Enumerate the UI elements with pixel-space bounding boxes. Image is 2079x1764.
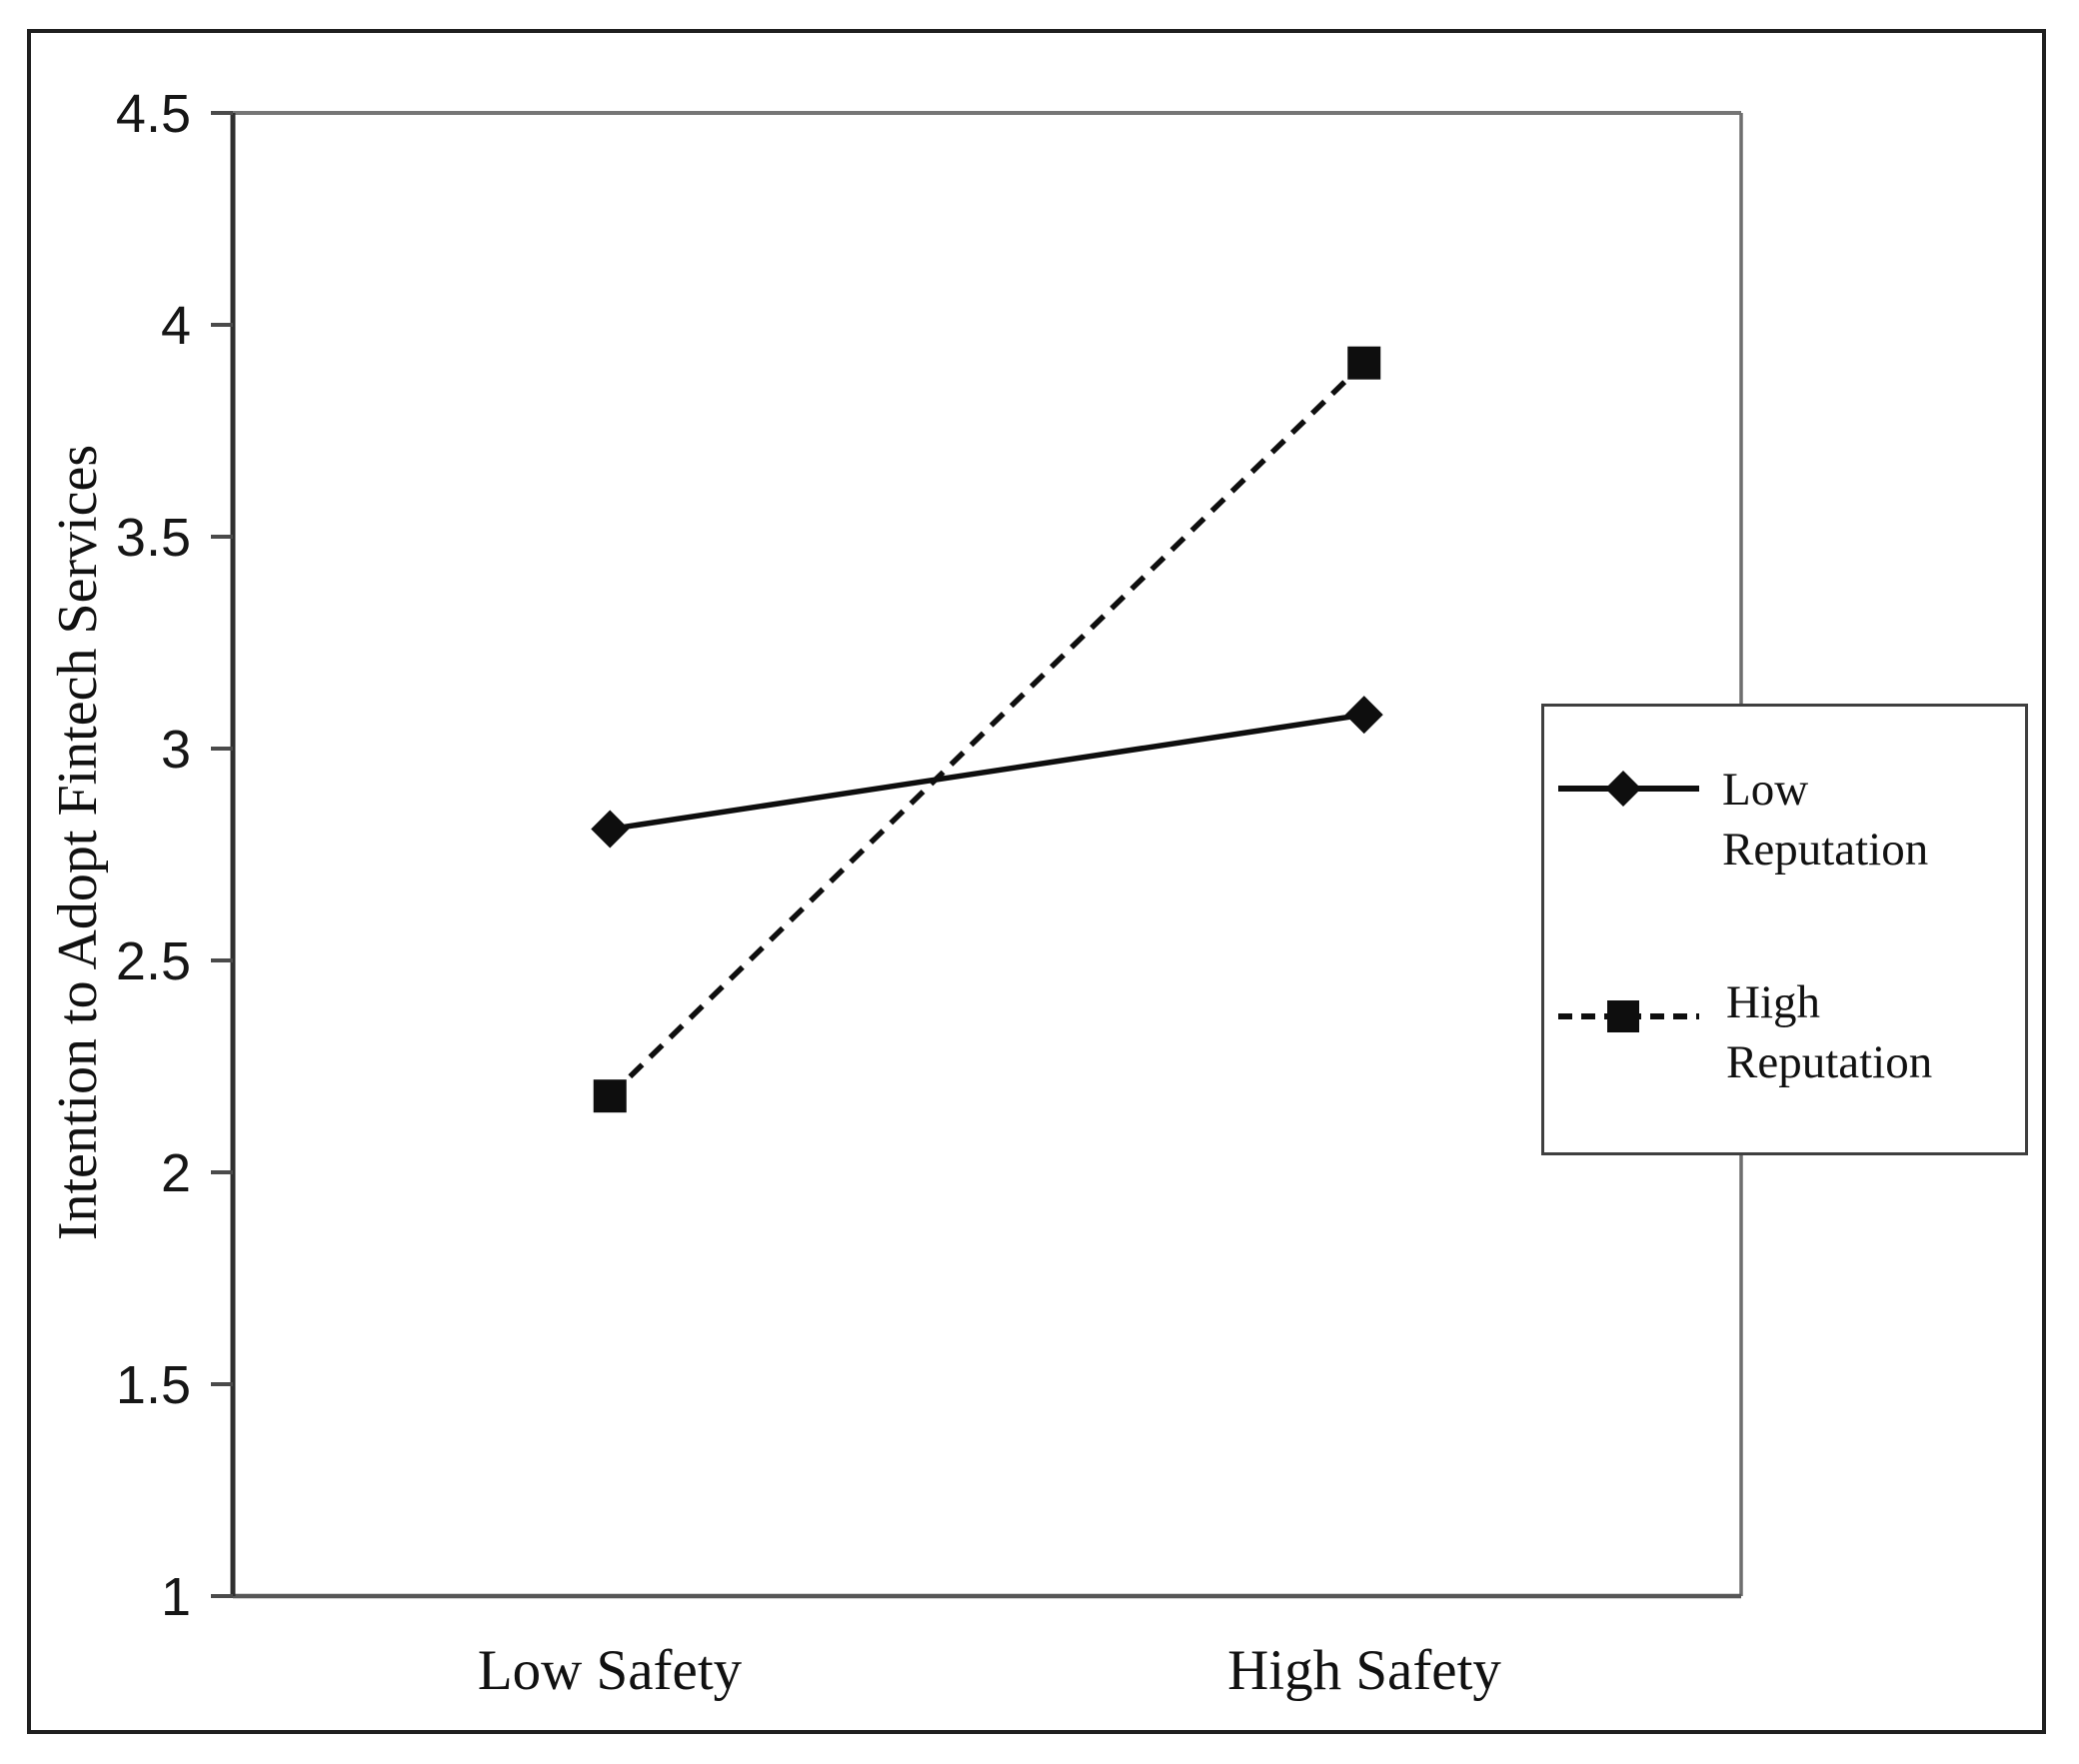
series-marker-high-reputation [593, 1079, 627, 1113]
legend-marker-low-reputation [1605, 771, 1641, 807]
y-tick-label: 1 [161, 1567, 191, 1627]
legend: Low Reputation High Reputation [1541, 704, 2028, 1155]
y-tick-label: 1.5 [116, 1355, 191, 1415]
series-marker-high-reputation [1347, 346, 1381, 380]
x-axis-label-low-safety: Low Safety [477, 1639, 743, 1702]
y-axis-title: Intention to Adopt Fintech Services [47, 444, 109, 1241]
figure-border [27, 29, 2046, 1734]
x-axis-label-high-safety: High Safety [1227, 1639, 1501, 1702]
legend-label-low-reputation: Low Reputation [1722, 764, 1929, 876]
legend-marker-high-reputation [1607, 1000, 1639, 1032]
y-tick-label: 2 [161, 1143, 191, 1203]
y-tick-label: 4 [161, 296, 191, 356]
series-marker-low-reputation [1344, 696, 1383, 735]
y-tick-label: 2.5 [116, 931, 191, 991]
y-tick-label: 3.5 [116, 508, 191, 568]
legend-label-high-reputation: High Reputation [1726, 976, 1933, 1088]
legend-sample-solid-diamond [1558, 771, 1699, 807]
series-line-low-reputation [609, 712, 1365, 833]
series-line-high-reputation [608, 361, 1366, 1098]
series-marker-low-reputation [591, 810, 630, 849]
legend-sample-dashed-square [1558, 1000, 1699, 1032]
y-tick-label: 3 [161, 720, 191, 780]
y-tick-label: 4.5 [116, 84, 191, 144]
